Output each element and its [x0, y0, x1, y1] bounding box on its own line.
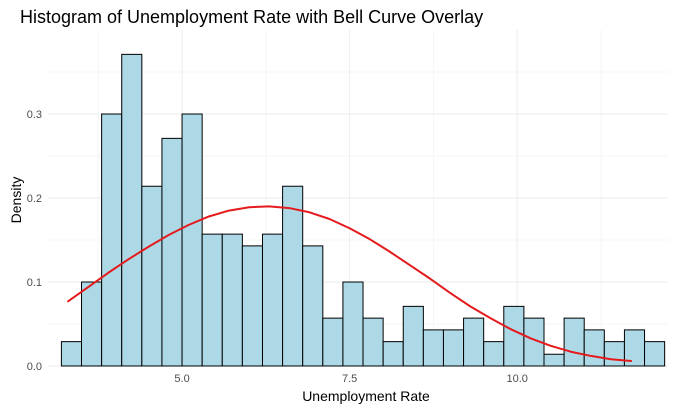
x-tick-label: 7.5: [342, 373, 357, 385]
histogram-bar: [564, 318, 584, 366]
histogram-bar: [484, 342, 504, 366]
histogram-bar: [443, 330, 463, 366]
histogram-bar: [82, 282, 102, 366]
histogram-bar: [323, 318, 343, 366]
histogram-bar: [162, 138, 182, 366]
histogram-bars: [61, 54, 664, 366]
histogram-bar: [423, 330, 443, 366]
y-tick-label: 0.3: [27, 109, 42, 121]
chart-title: Histogram of Unemployment Rate with Bell…: [20, 7, 483, 27]
histogram-bar: [363, 318, 383, 366]
histogram-bar: [142, 186, 162, 366]
histogram-bar: [403, 306, 423, 366]
histogram-bar: [383, 342, 403, 366]
x-tick-label: 10.0: [506, 373, 527, 385]
y-axis-ticks: 0.0 0.1 0.2 0.3: [27, 109, 42, 373]
histogram-bar: [645, 342, 665, 366]
x-axis-ticks: 5.0 7.5 10.0: [174, 373, 527, 385]
histogram-bar: [122, 54, 142, 366]
histogram-bar: [303, 246, 323, 366]
y-tick-label: 0.2: [27, 193, 42, 205]
histogram-bar: [504, 306, 524, 366]
histogram-bar: [202, 234, 222, 366]
y-tick-label: 0.1: [27, 277, 42, 289]
histogram-bar: [61, 342, 81, 366]
histogram-bar: [182, 114, 202, 366]
x-axis-title: Unemployment Rate: [302, 388, 430, 404]
histogram-bar: [222, 234, 242, 366]
histogram-bar: [283, 186, 303, 366]
histogram-bar: [584, 330, 604, 366]
y-axis-title: Density: [8, 177, 24, 224]
plot-panel: [48, 30, 668, 366]
y-tick-label: 0.0: [27, 361, 42, 373]
x-tick-label: 5.0: [174, 373, 189, 385]
histogram-bar: [262, 234, 282, 366]
histogram-bar: [102, 114, 122, 366]
histogram-bar: [464, 318, 484, 366]
histogram-bar: [242, 246, 262, 366]
histogram-bar: [544, 354, 564, 366]
histogram-bar: [604, 342, 624, 366]
histogram-bar: [343, 282, 363, 366]
